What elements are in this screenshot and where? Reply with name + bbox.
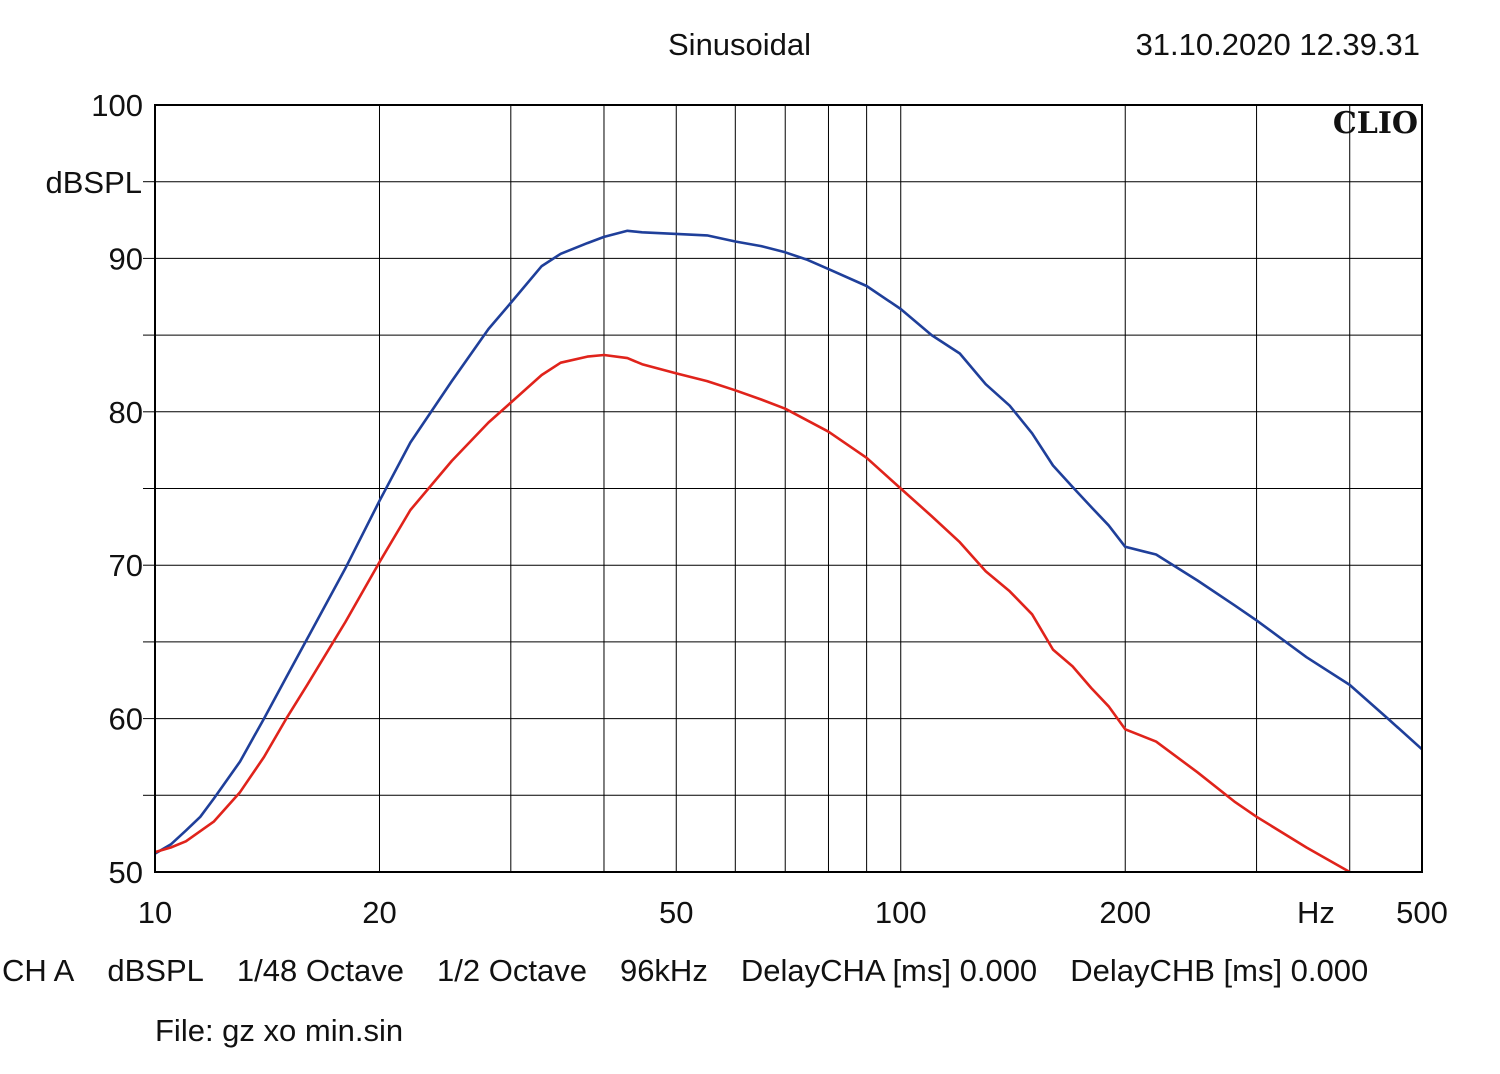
measurement-parameters: CH A dBSPL 1/48 Octave 1/2 Octave 96kHz Delay… xyxy=(2,952,1401,990)
x-tick-label: 50 xyxy=(659,895,693,930)
parameter-item: 96kHz xyxy=(619,953,708,988)
x-tick-label: 500 xyxy=(1396,895,1448,930)
parameter-item: 1/48 Octave xyxy=(236,953,405,988)
y-tick-label: 70 xyxy=(109,548,143,583)
y-tick-label: 80 xyxy=(109,395,143,430)
grid xyxy=(143,105,1422,872)
series-line-1 xyxy=(154,229,1423,855)
series-group xyxy=(154,229,1423,874)
x-tick-labels: 10 20 50 100 200 500 xyxy=(138,895,1448,930)
plot-frame xyxy=(154,104,1423,873)
file-name: File: gz xo min.sin xyxy=(155,1013,404,1048)
parameter-item: CH A xyxy=(2,953,75,988)
y-tick-labels: 100 90 80 70 60 50 xyxy=(91,88,143,890)
chart-title: Sinusoidal xyxy=(668,27,812,62)
y-axis-label: dBSPL xyxy=(45,165,142,200)
y-tick-label: 100 xyxy=(91,88,143,123)
parameter-item: dBSPL xyxy=(107,953,204,988)
parameter-item: DelayCHA [ms] 0.000 xyxy=(740,953,1038,988)
y-tick-label: 90 xyxy=(109,241,143,276)
brand-logo: CLIO xyxy=(1333,106,1418,141)
x-tick-label: 10 xyxy=(138,895,172,930)
y-tick-label: 50 xyxy=(109,855,143,890)
y-tick-label: 60 xyxy=(109,702,143,737)
parameter-item: 1/2 Octave xyxy=(437,953,587,988)
x-axis-unit-label: Hz xyxy=(1297,895,1335,930)
series-line-2 xyxy=(154,353,1351,874)
x-tick-label: 20 xyxy=(362,895,396,930)
timestamp: 31.10.2020 12.39.31 xyxy=(1135,27,1420,62)
parameter-item: DelayCHB [ms] 0.000 xyxy=(1070,953,1369,988)
x-tick-label: 200 xyxy=(1099,895,1151,930)
x-tick-label: 100 xyxy=(875,895,927,930)
